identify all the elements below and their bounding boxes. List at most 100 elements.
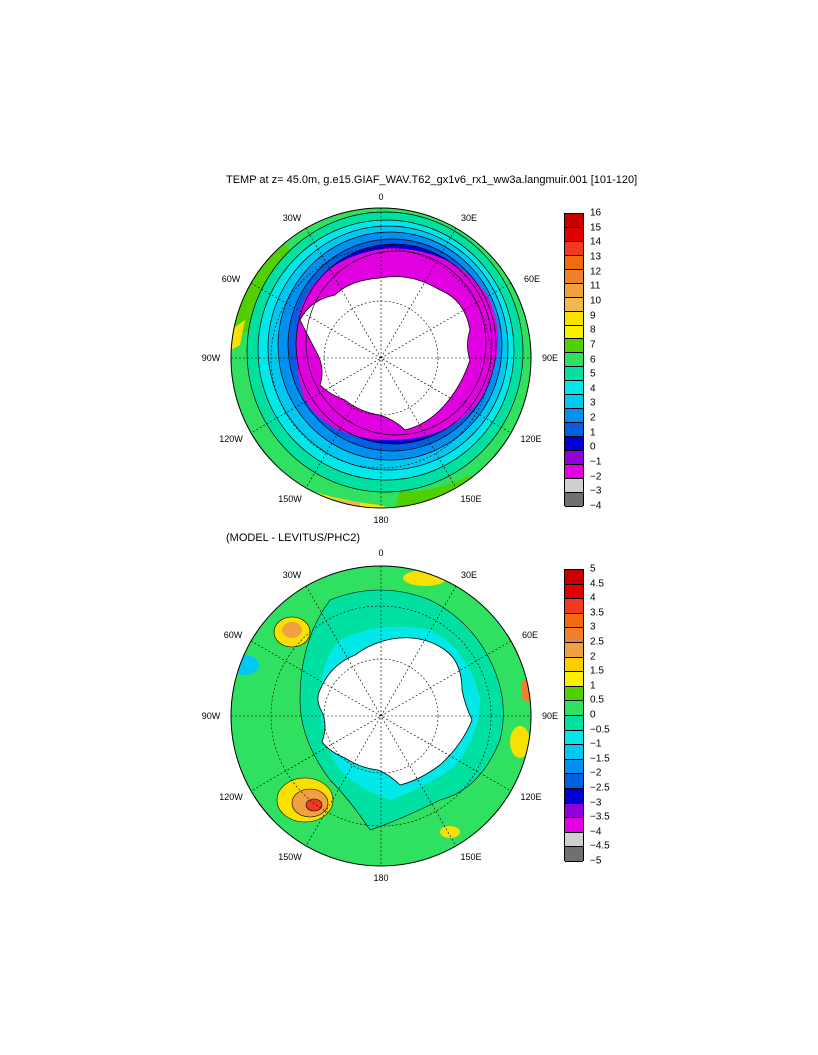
colorbar-swatch: [565, 241, 583, 256]
colorbar-tick-label: −4: [590, 500, 602, 512]
colorbar-tick-label: 1: [590, 680, 596, 692]
colorbar-tick-label: −3: [590, 797, 602, 809]
colorbar-swatch: [565, 297, 583, 312]
colorbar-swatch: [565, 311, 583, 326]
lon-label: 90W: [201, 711, 221, 721]
colorbar-swatch: [565, 437, 583, 451]
colorbar-swatch: [565, 227, 583, 242]
colorbar-tick-label: −1.5: [590, 753, 610, 765]
colorbar-swatch: [565, 730, 583, 746]
colorbar-tick-label: 16: [590, 207, 602, 219]
colorbar-tick-label: −2.5: [590, 782, 610, 794]
colorbar-swatch: [565, 395, 583, 410]
map-title-2: (MODEL - LEVITUS/PHC2): [226, 532, 361, 544]
colorbar-tick-label: 4: [590, 383, 596, 395]
colorbar-swatch: [565, 255, 583, 270]
colorbar-swatch: [565, 367, 583, 382]
lon-label: 90W: [201, 353, 221, 363]
colorbar-swatch: [565, 642, 583, 658]
colorbar-swatch: [565, 803, 583, 819]
colorbar-swatch: [565, 686, 583, 702]
lon-label: 90E: [541, 353, 559, 363]
colorbar-swatch: [565, 214, 583, 228]
colorbar-temperature: [564, 213, 584, 507]
colorbar-swatch: [565, 774, 583, 789]
lon-label: 150W: [278, 852, 302, 862]
colorbar-tick-label: 1.5: [590, 665, 604, 677]
colorbar-difference: [564, 569, 584, 862]
colorbar-swatch: [565, 759, 583, 775]
colorbar-tick-label: 10: [590, 295, 602, 307]
colorbar-swatch: [565, 832, 583, 848]
colorbar-tick-label: 3: [590, 397, 596, 409]
colorbar-tick-label: 15: [590, 222, 602, 234]
colorbar-tick-label: 2: [590, 412, 596, 424]
lon-label: 120E: [520, 434, 542, 444]
colorbar-swatch: [565, 788, 583, 804]
colorbar-swatch: [565, 584, 583, 600]
colorbar-tick-label: 2: [590, 651, 596, 663]
colorbar-swatch: [565, 745, 583, 760]
colorbar-tick-label: 4: [590, 592, 596, 604]
colorbar-tick-label: 3: [590, 621, 596, 633]
colorbar-swatch: [565, 269, 583, 284]
colorbar-tick-label: −0.5: [590, 724, 610, 736]
colorbar-swatch: [565, 657, 583, 673]
colorbar-tick-label: 2.5: [590, 636, 604, 648]
colorbar-swatch: [565, 339, 583, 354]
colorbar-tick-label: 0: [590, 709, 596, 721]
lon-label: 0: [378, 548, 384, 558]
lon-label: 150E: [460, 852, 482, 862]
lon-label: 60W: [221, 274, 241, 284]
colorbar-swatch: [565, 283, 583, 298]
colorbar-swatch: [565, 599, 583, 614]
colorbar-tick-label: −2: [590, 767, 602, 779]
colorbar-tick-label: −1: [590, 738, 602, 750]
colorbar-tick-label: 1: [590, 427, 596, 439]
lon-label: 30E: [460, 213, 478, 223]
colorbar-tick-label: −1: [590, 456, 602, 468]
colorbar-swatch: [565, 613, 583, 629]
lon-label: 180: [373, 515, 389, 525]
colorbar-tick-label: −3: [590, 485, 602, 497]
lon-label: 90E: [541, 711, 559, 721]
colorbar-swatch: [565, 715, 583, 731]
colorbar-swatch: [565, 423, 583, 437]
lon-label: 30W: [282, 570, 302, 580]
lon-label: 30E: [460, 570, 478, 580]
temperature-field: [231, 208, 531, 508]
colorbar-tick-label: 0: [590, 441, 596, 453]
colorbar-tick-label: 0.5: [590, 694, 604, 706]
colorbar-tick-label: 14: [590, 236, 602, 248]
colorbar-tick-label: 12: [590, 266, 602, 278]
colorbar-swatch: [565, 478, 583, 493]
colorbar-tick-label: −2: [590, 471, 602, 483]
colorbar-swatch: [565, 325, 583, 340]
colorbar-tick-label: 8: [590, 324, 596, 336]
colorbar-swatch: [565, 847, 583, 862]
colorbar-tick-label: 7: [590, 339, 596, 351]
colorbar-swatch: [565, 818, 583, 833]
colorbar-swatch: [565, 381, 583, 396]
lon-label: 0: [378, 192, 384, 202]
lon-label: 150E: [460, 494, 482, 504]
lon-label: 180: [373, 873, 389, 883]
colorbar-tick-label: 4.5: [590, 578, 604, 590]
colorbar-swatch: [565, 409, 583, 424]
colorbar-tick-label: 13: [590, 251, 602, 263]
colorbar-swatch: [565, 701, 583, 716]
map-title-1: TEMP at z= 45.0m, g.e15.GIAF_WAV.T62_gx1…: [226, 174, 638, 186]
lon-label: 30W: [282, 213, 302, 223]
lon-label: 120W: [219, 792, 243, 802]
lon-label: 120W: [219, 434, 243, 444]
colorbar-tick-label: 11: [590, 280, 601, 292]
colorbar-swatch: [565, 353, 583, 368]
colorbar-tick-label: 5: [590, 563, 596, 575]
colorbar-tick-label: 6: [590, 354, 596, 365]
colorbar-swatch: [565, 570, 583, 585]
difference-field: [231, 566, 531, 866]
colorbar-swatch: [565, 628, 583, 643]
colorbar-swatch: [565, 464, 583, 479]
colorbar-swatch: [565, 492, 583, 507]
